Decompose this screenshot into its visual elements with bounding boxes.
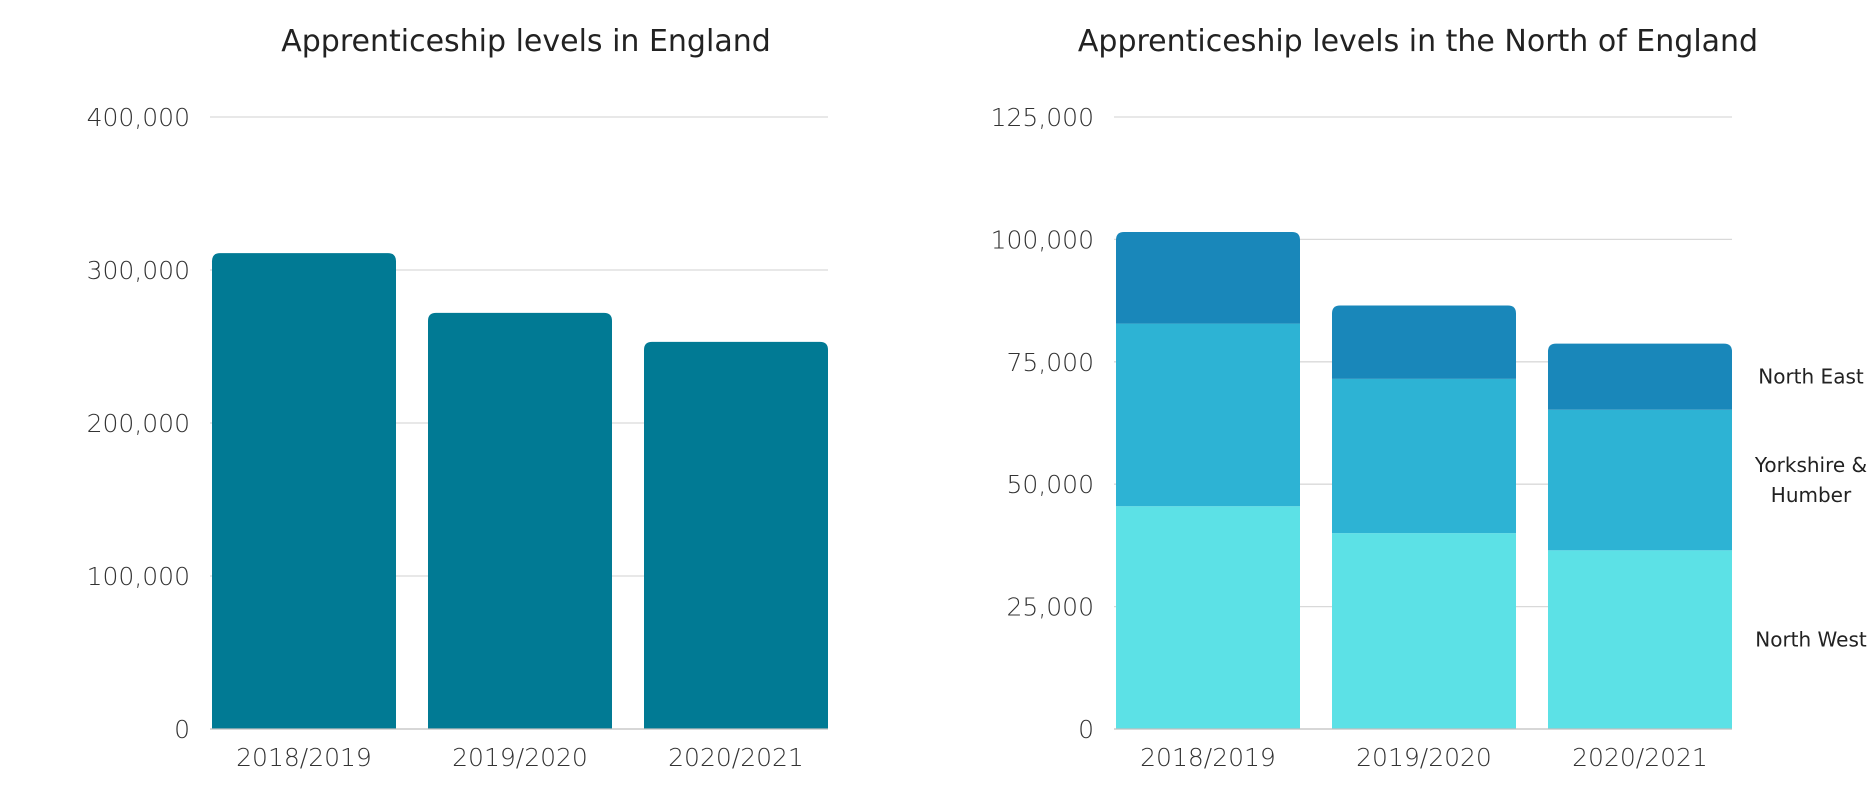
x-tick-label: 2018/2019 bbox=[1140, 743, 1276, 772]
legend-label: North West bbox=[1755, 628, 1867, 652]
bar-segment bbox=[1116, 232, 1300, 324]
y-tick-label: 25,000 bbox=[1007, 593, 1094, 622]
north-england-stacked-bar-chart: Apprenticeship levels in the North of En… bbox=[991, 24, 1868, 772]
y-tick-label: 100,000 bbox=[87, 562, 190, 591]
x-tick-label: 2019/2020 bbox=[1356, 743, 1492, 772]
x-tick-label: 2018/2019 bbox=[236, 743, 372, 772]
bar-segment bbox=[1548, 409, 1732, 551]
x-tick-label: 2019/2020 bbox=[452, 743, 588, 772]
y-tick-label: 125,000 bbox=[991, 103, 1094, 132]
bar-segment bbox=[1116, 323, 1300, 507]
bar-segment bbox=[1548, 550, 1732, 729]
y-tick-label: 400,000 bbox=[87, 103, 190, 132]
bar bbox=[212, 253, 396, 730]
legend-label: Yorkshire & bbox=[1754, 453, 1867, 477]
y-tick-label: 0 bbox=[174, 715, 190, 744]
bar bbox=[428, 312, 612, 729]
chart-title: Apprenticeship levels in England bbox=[281, 24, 771, 59]
bar-segment bbox=[1548, 343, 1732, 410]
bar bbox=[644, 341, 828, 729]
chart-title: Apprenticeship levels in the North of En… bbox=[1078, 24, 1758, 59]
y-tick-label: 100,000 bbox=[991, 225, 1094, 254]
y-tick-label: 75,000 bbox=[1007, 348, 1094, 377]
bar-segment bbox=[1116, 506, 1300, 729]
legend-label: North East bbox=[1758, 365, 1864, 389]
legend-label: Humber bbox=[1771, 483, 1852, 507]
y-tick-label: 300,000 bbox=[87, 256, 190, 285]
x-tick-label: 2020/2021 bbox=[1572, 743, 1708, 772]
x-tick-label: 2020/2021 bbox=[668, 743, 804, 772]
y-tick-label: 200,000 bbox=[87, 409, 190, 438]
y-tick-label: 50,000 bbox=[1007, 470, 1094, 499]
bar-segment bbox=[1332, 305, 1516, 379]
y-tick-label: 0 bbox=[1078, 715, 1094, 744]
bar-segment bbox=[1332, 533, 1516, 729]
bar-segment bbox=[1332, 378, 1516, 534]
england-bar-chart: Apprenticeship levels in England 0 100,00… bbox=[87, 24, 828, 772]
